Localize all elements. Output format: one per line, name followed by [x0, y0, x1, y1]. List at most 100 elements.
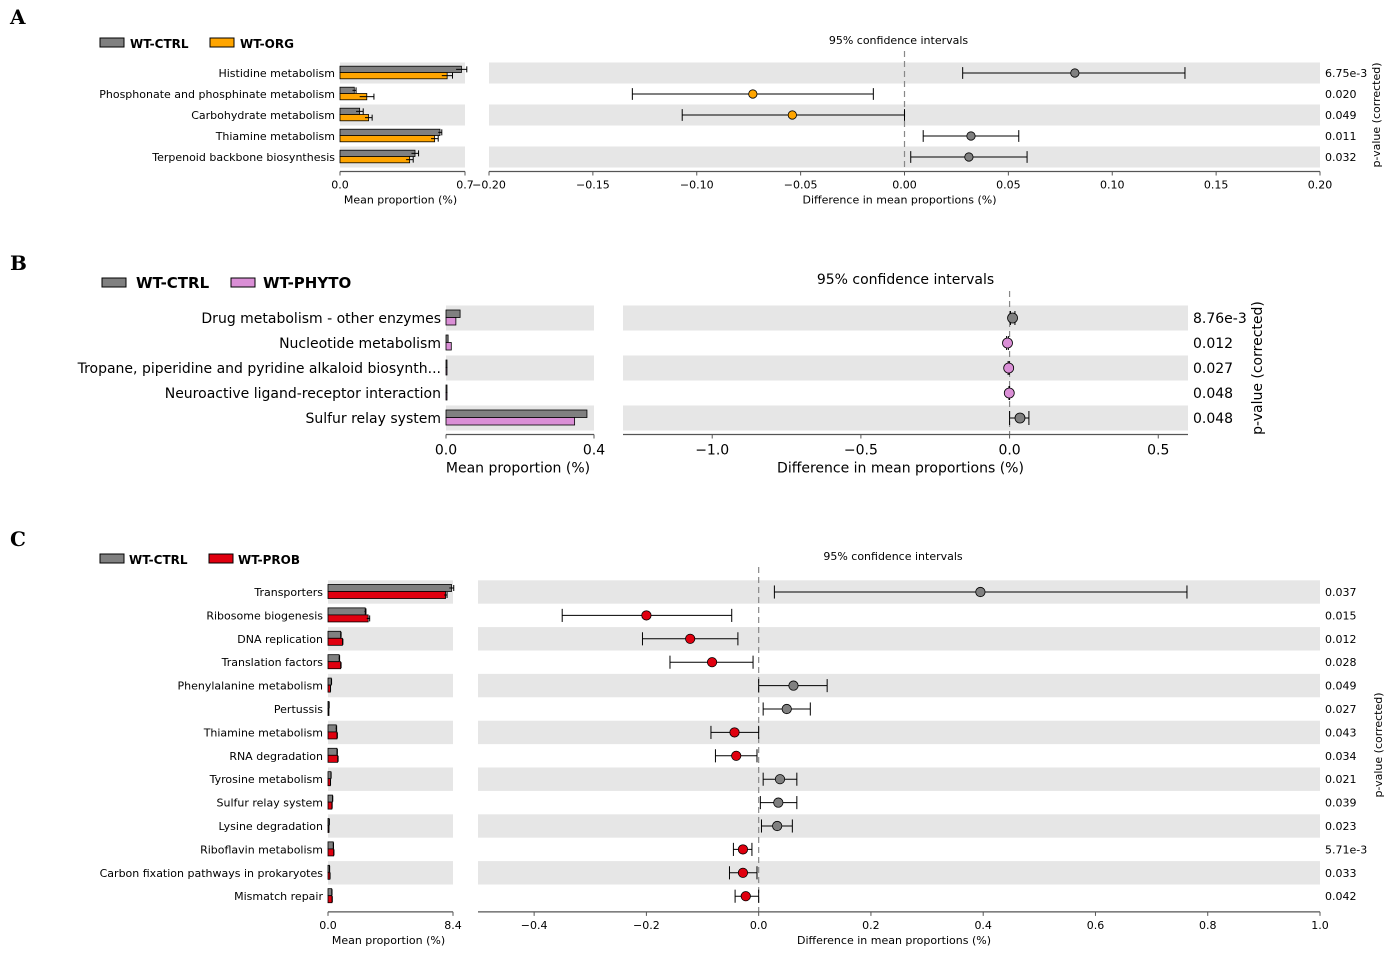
- p-value: 0.021: [1325, 773, 1357, 786]
- mean-axis-tick-label: 0.0: [435, 443, 457, 459]
- difference-axis-tick-label: −0.4: [521, 919, 548, 932]
- p-value: 0.039: [1325, 797, 1357, 810]
- difference-axis-tick-label: −0.20: [472, 179, 506, 192]
- bar-wt-ctrl: [445, 409, 588, 418]
- bar-wt-org: [339, 135, 436, 143]
- difference-axis-tick-label: −0.15: [576, 179, 610, 192]
- bar-wt-ctrl: [339, 65, 462, 73]
- difference-point: [731, 750, 742, 761]
- mean-axis-label: Mean proportion (%): [332, 934, 445, 947]
- p-value: 5.71e-3: [1325, 843, 1367, 856]
- difference-axis-tick-label: −1.0: [695, 443, 729, 459]
- legend-swatch: [230, 277, 256, 288]
- p-value: 0.042: [1325, 890, 1357, 903]
- p-value: 0.012: [1325, 633, 1357, 646]
- p-value: 0.023: [1325, 820, 1357, 833]
- p-value: 0.034: [1325, 750, 1357, 763]
- p-value: 0.027: [1193, 361, 1233, 377]
- difference-axis-tick-label: 0.4: [974, 919, 992, 932]
- difference-point: [641, 610, 652, 621]
- panel-letter: B: [10, 251, 27, 275]
- p-value: 8.76e-3: [1193, 311, 1247, 327]
- category-label: Carbon fixation pathways in prokaryotes: [100, 867, 324, 880]
- row-band: [623, 405, 1188, 431]
- p-value: 0.027: [1325, 703, 1357, 716]
- bar-wt-phyto: [445, 367, 448, 376]
- bar-wt-ctrl: [445, 309, 461, 318]
- p-value: 0.049: [1325, 680, 1357, 693]
- row-band: [478, 627, 1320, 651]
- category-label: Sulfur relay system: [305, 411, 441, 427]
- p-value: 0.033: [1325, 867, 1357, 880]
- row-band: [328, 814, 453, 838]
- difference-point: [787, 110, 797, 120]
- bar-wt-ctrl: [327, 888, 333, 897]
- difference-point: [1003, 362, 1015, 374]
- mean-axis-tick-label: 0.7: [456, 179, 474, 192]
- difference-axis-tick-label: −0.05: [784, 179, 818, 192]
- p-value: 0.015: [1325, 609, 1357, 622]
- row-band: [478, 814, 1320, 838]
- bar-wt-ctrl: [339, 86, 355, 94]
- p-value-axis-label: p-value (corrected): [1250, 301, 1266, 435]
- bar-wt-ctrl: [445, 384, 448, 393]
- bar-wt-ctrl: [327, 771, 332, 780]
- p-value: 0.011: [1325, 130, 1357, 143]
- row-band: [328, 767, 453, 791]
- bar-wt-prob: [327, 801, 333, 810]
- difference-point: [740, 891, 751, 902]
- difference-point: [788, 680, 799, 691]
- bar-wt-ctrl: [327, 724, 337, 733]
- panel-letter: C: [10, 527, 26, 551]
- bar-wt-phyto: [445, 392, 448, 401]
- panel-b: B WT-CTRL WT-PHYTO 95% confidence intervals…: [10, 251, 1266, 477]
- row-band: [328, 627, 453, 651]
- bar-wt-org: [339, 114, 369, 122]
- bar-wt-prob: [327, 895, 333, 904]
- category-label: Histidine metabolism: [218, 67, 335, 80]
- difference-point: [706, 657, 718, 668]
- category-label: Translation factors: [221, 656, 324, 669]
- difference-axis-tick-label: 0.15: [1204, 179, 1229, 192]
- mean-axis-tick-label: 8.4: [444, 919, 462, 932]
- bar-wt-prob: [327, 661, 342, 670]
- category-label: Ribosome biogenesis: [206, 609, 323, 622]
- category-label: Terpenoid backbone biosynthesis: [151, 151, 335, 164]
- row-band: [328, 673, 453, 698]
- row-band: [446, 305, 594, 331]
- legend-swatch: [208, 553, 234, 564]
- row-band: [623, 355, 1188, 381]
- difference-point: [772, 820, 783, 832]
- row-band: [446, 355, 594, 381]
- mean-axis-tick-label: 0.0: [319, 919, 337, 932]
- difference-point: [729, 727, 740, 738]
- bar-wt-prob: [327, 754, 339, 763]
- mean-axis-label: Mean proportion (%): [344, 194, 457, 207]
- bar-wt-ctrl: [445, 359, 448, 368]
- difference-axis-tick-label: 0.5: [1147, 443, 1169, 459]
- bar-wt-ctrl: [339, 128, 441, 136]
- row-band: [340, 104, 465, 126]
- difference-point: [1003, 387, 1015, 399]
- row-band: [478, 767, 1320, 791]
- legend-label: WT-CTRL: [129, 553, 188, 567]
- category-label: Nucleotide metabolism: [279, 336, 441, 352]
- row-band: [478, 720, 1320, 745]
- category-label: Tropane, piperidine and pyridine alkaloi…: [77, 361, 441, 377]
- bar-wt-ctrl: [327, 607, 366, 616]
- difference-axis-tick-label: 0.2: [862, 919, 880, 932]
- legend-swatch: [101, 277, 127, 288]
- difference-axis-label: Difference in mean proportions (%): [777, 461, 1024, 477]
- ci-title: 95% confidence intervals: [823, 550, 963, 563]
- bar-wt-org: [339, 156, 411, 164]
- bar-wt-phyto: [445, 417, 576, 426]
- bar-wt-ctrl: [327, 747, 338, 756]
- bar-wt-phyto: [445, 342, 452, 351]
- legend-label: WT-PROB: [238, 553, 300, 567]
- bar-wt-prob: [327, 778, 331, 787]
- difference-axis-tick-label: 0.8: [1199, 919, 1217, 932]
- difference-axis-label: Difference in mean proportions (%): [797, 934, 991, 947]
- category-label: Mismatch repair: [234, 890, 323, 903]
- legend-swatch: [99, 553, 125, 564]
